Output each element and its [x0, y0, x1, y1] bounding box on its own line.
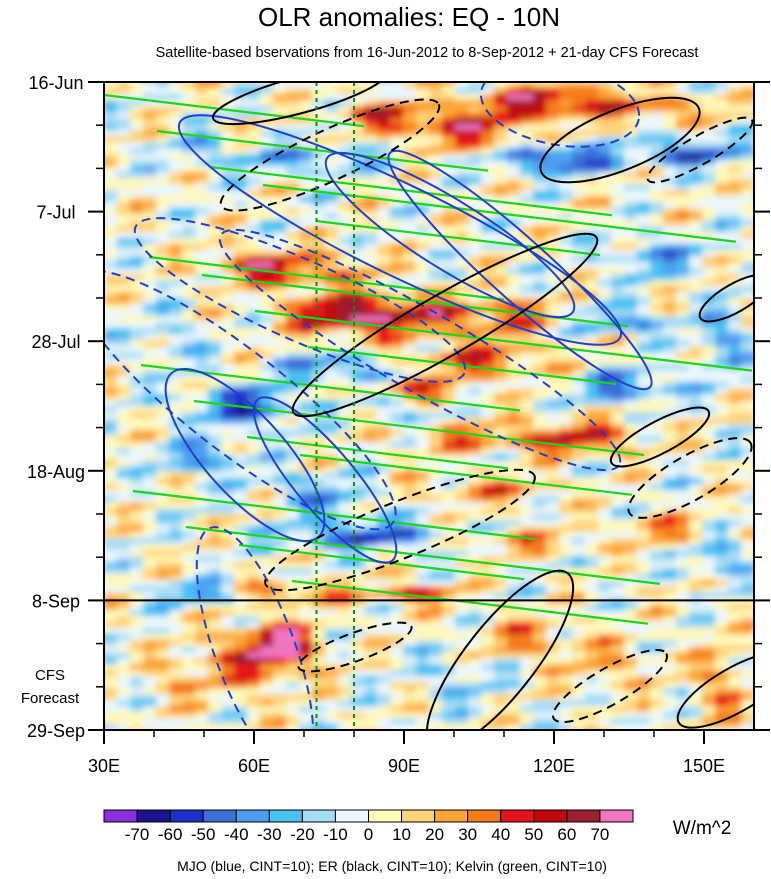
- x-tick-label-3: 120E: [533, 756, 575, 776]
- colorbar-box-15: [599, 809, 634, 823]
- colorbar-label-7: 0: [364, 825, 373, 844]
- y-tick-label-5: 29-Sep: [27, 721, 85, 741]
- colorbar-box-8: [368, 809, 403, 823]
- colorbar-box-5: [268, 809, 303, 823]
- x-tick-label-1: 60E: [238, 756, 270, 776]
- colorbar-box-4: [235, 809, 270, 823]
- colorbar-label-11: 40: [491, 825, 510, 844]
- wave-filter-contours: [104, 82, 754, 730]
- colorbar-box-9: [401, 809, 436, 823]
- colorbar-label-3: -40: [224, 825, 249, 844]
- y-tick-label-2: 28-Jul: [31, 332, 80, 352]
- colorbar-label-8: 10: [392, 825, 411, 844]
- plot-area: [104, 82, 754, 730]
- colorbar-label-4: -30: [257, 825, 282, 844]
- colorbar-box-3: [202, 809, 237, 823]
- colorbar-label-9: 20: [425, 825, 444, 844]
- y-tick-label-1: 7-Jul: [36, 203, 75, 223]
- colorbar-label-12: 50: [524, 825, 543, 844]
- x-tick-label-2: 90E: [388, 756, 420, 776]
- olr-anomaly-field: [104, 82, 754, 730]
- y-tick-label-4: 8-Sep: [32, 591, 80, 611]
- colorbar-box-12: [500, 809, 535, 823]
- colorbar-label-13: 60: [557, 825, 576, 844]
- colorbar-label-6: -10: [323, 825, 348, 844]
- colorbar-box-10: [434, 809, 469, 823]
- chart-subtitle: Satellite-based bservations from 16-Jun-…: [156, 45, 699, 61]
- colorbar-box-13: [533, 809, 568, 823]
- chart-title: OLR anomalies: EQ - 10N: [258, 2, 560, 32]
- colorbar-box-6: [301, 809, 336, 823]
- colorbar: -70 -60 -50 -40 -30 -20 -10 0 10 20 30 40 50 60 70: [103, 809, 634, 844]
- colorbar-box-7: [334, 809, 369, 823]
- x-tick-label-0: 30E: [88, 756, 120, 776]
- colorbar-units: W/m^2: [673, 818, 732, 839]
- y-tick-label-0: 16-Jun: [28, 73, 83, 93]
- colorbar-box-14: [566, 809, 601, 823]
- colorbar-label-1: -60: [158, 825, 183, 844]
- colorbar-label-10: 30: [458, 825, 477, 844]
- colorbar-label-14: 70: [590, 825, 609, 844]
- contour-legend-note: MJO (blue, CINT=10); ER (black, CINT=10)…: [177, 858, 607, 874]
- colorbar-box-1: [136, 809, 171, 823]
- colorbar-box-11: [467, 809, 502, 823]
- plot-frame: [103, 81, 755, 731]
- forecast-label-line1: CFS: [35, 667, 65, 684]
- forecast-label-line2: Forecast: [21, 690, 80, 707]
- colorbar-label-5: -20: [290, 825, 315, 844]
- colorbar-box-0: [103, 809, 138, 823]
- colorbar-label-2: -50: [191, 825, 216, 844]
- colorbar-label-0: -70: [125, 825, 150, 844]
- y-tick-label-3: 18-Aug: [27, 462, 85, 482]
- x-tick-label-4: 150E: [683, 756, 725, 776]
- colorbar-box-2: [169, 809, 204, 823]
